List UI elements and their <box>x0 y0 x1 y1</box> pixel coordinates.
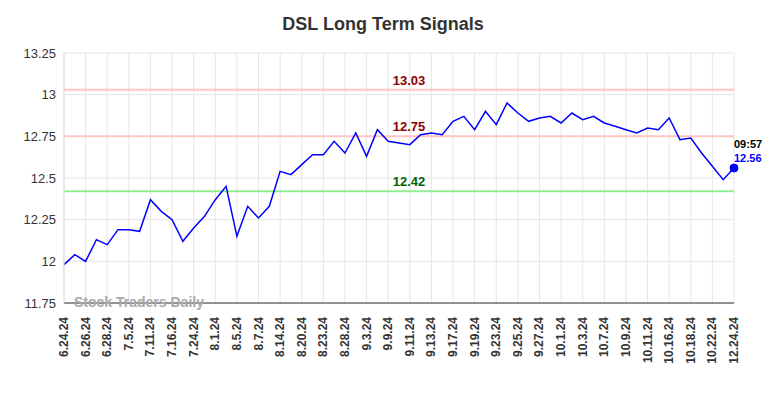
svg-text:8.1.24: 8.1.24 <box>208 317 222 351</box>
svg-text:9.27.24: 9.27.24 <box>532 317 546 357</box>
svg-text:10.7.24: 10.7.24 <box>597 317 611 357</box>
html-text:Stock Traders Daily: Stock Traders Daily <box>74 294 204 310</box>
svg-text:6.28.24: 6.28.24 <box>100 317 114 357</box>
svg-text:9.25.24: 9.25.24 <box>511 317 525 357</box>
svg-text:9.3.24: 9.3.24 <box>360 317 374 351</box>
svg-text:6.24.24: 6.24.24 <box>57 317 71 357</box>
svg-text:8.23.24: 8.23.24 <box>316 317 330 357</box>
svg-text:10.11.24: 10.11.24 <box>641 317 655 363</box>
svg-text:8.20.24: 8.20.24 <box>295 317 309 357</box>
svg-text:7.11.24: 7.11.24 <box>143 317 157 357</box>
svg-text:7.24.24: 7.24.24 <box>187 317 201 357</box>
svg-text:8.14.24: 8.14.24 <box>273 317 287 357</box>
svg-text:13.03: 13.03 <box>393 73 426 88</box>
svg-text:9.23.24: 9.23.24 <box>489 317 503 357</box>
svg-text:12.75: 12.75 <box>393 119 426 134</box>
svg-text:10.18.24: 10.18.24 <box>684 317 698 364</box>
svg-text:9.13.24: 9.13.24 <box>424 317 438 357</box>
svg-text:12.42: 12.42 <box>393 174 426 189</box>
svg-text:09:57: 09:57 <box>734 138 762 150</box>
svg-text:13: 13 <box>42 87 56 102</box>
svg-text:6.26.24: 6.26.24 <box>79 317 93 357</box>
svg-text:8.28.24: 8.28.24 <box>338 317 352 357</box>
svg-text:7.5.24: 7.5.24 <box>122 317 136 351</box>
svg-text:12.56: 12.56 <box>734 152 762 164</box>
svg-text:12.5: 12.5 <box>31 171 56 186</box>
svg-text:10.1.24: 10.1.24 <box>554 317 568 357</box>
svg-text:8.5.24: 8.5.24 <box>230 317 244 351</box>
svg-text:12: 12 <box>42 254 56 269</box>
svg-text:12.25: 12.25 <box>23 212 56 227</box>
svg-text:7.16.24: 7.16.24 <box>165 317 179 357</box>
svg-text:10.9.24: 10.9.24 <box>619 317 633 357</box>
html-text:DSL Long Term Signals: DSL Long Term Signals <box>282 14 484 34</box>
svg-text:9.19.24: 9.19.24 <box>468 317 482 357</box>
svg-text:12.75: 12.75 <box>23 129 56 144</box>
svg-text:13.25: 13.25 <box>23 46 56 61</box>
svg-text:12.24.24: 12.24.24 <box>727 317 741 364</box>
svg-text:9.9.24: 9.9.24 <box>381 317 395 351</box>
svg-text:8.7.24: 8.7.24 <box>252 317 266 351</box>
svg-text:11.75: 11.75 <box>24 296 56 311</box>
svg-text:9.11.24: 9.11.24 <box>403 317 417 357</box>
svg-text:9.17.24: 9.17.24 <box>446 317 460 357</box>
svg-text:10.3.24: 10.3.24 <box>576 317 590 357</box>
svg-text:10.16.24: 10.16.24 <box>662 317 676 364</box>
svg-text:10.22.24: 10.22.24 <box>705 317 719 364</box>
